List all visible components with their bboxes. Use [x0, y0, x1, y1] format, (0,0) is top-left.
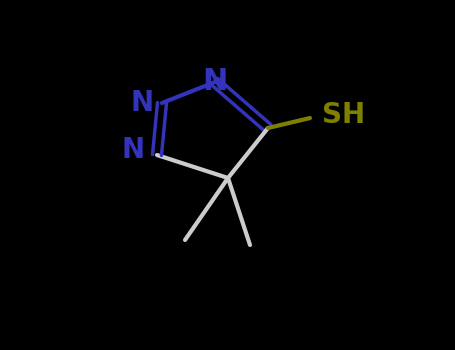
Text: N: N: [131, 89, 154, 117]
Text: N: N: [122, 136, 145, 164]
Text: N: N: [202, 68, 228, 97]
Text: SH: SH: [322, 101, 365, 129]
